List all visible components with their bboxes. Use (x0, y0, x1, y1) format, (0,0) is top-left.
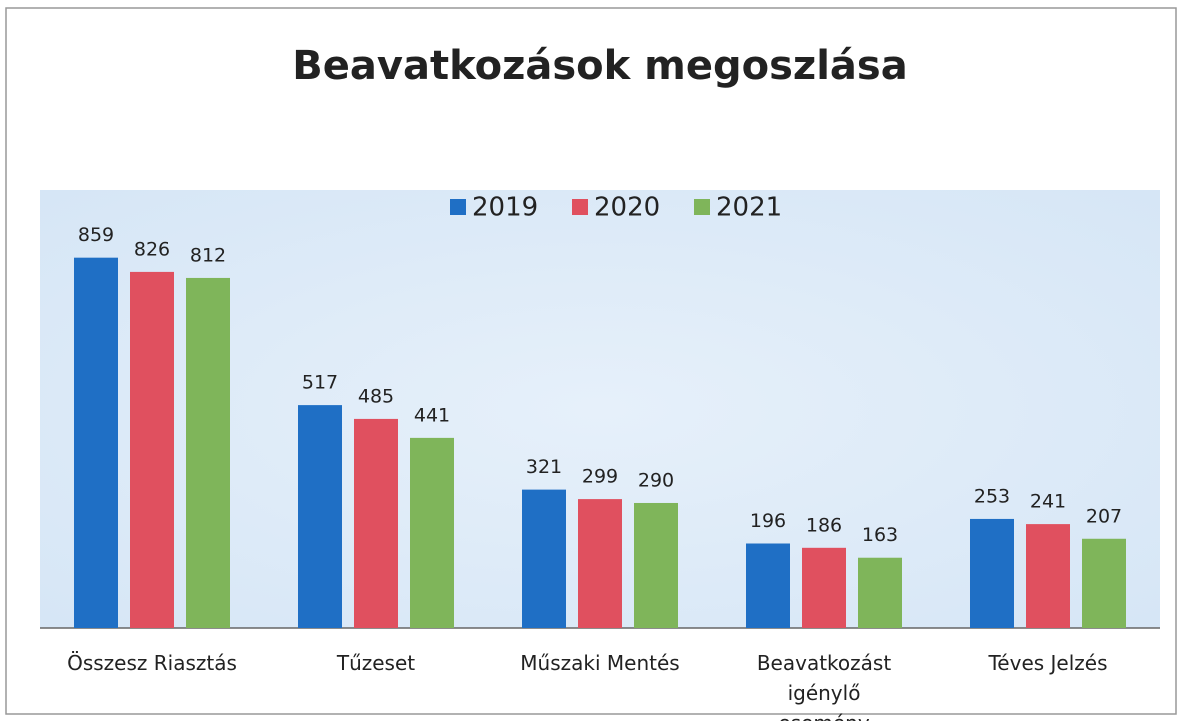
value-label: 241 (1030, 491, 1066, 513)
value-label: 207 (1086, 505, 1122, 527)
x-tick-label: Téves Jelzés (988, 651, 1108, 675)
value-label: 253 (974, 485, 1010, 507)
bar (522, 489, 566, 628)
legend-label: 2019 (472, 193, 538, 223)
x-tick-label: Tűzeset (336, 651, 416, 675)
legend-label: 2020 (594, 193, 660, 223)
legend-swatch (694, 199, 710, 215)
value-label: 441 (414, 404, 450, 426)
legend-swatch (450, 199, 466, 215)
value-label: 517 (302, 372, 338, 394)
bar (858, 557, 902, 628)
bar (354, 418, 398, 628)
x-tick-label: Összesz Riasztás (67, 651, 237, 675)
bar (130, 271, 174, 628)
x-tick-label: Műszaki Mentés (520, 651, 680, 675)
value-label: 485 (358, 385, 394, 407)
bar (1026, 524, 1070, 628)
bar (1082, 538, 1126, 628)
value-label: 859 (78, 224, 114, 246)
legend-swatch (572, 199, 588, 215)
value-label: 163 (862, 524, 898, 546)
bar (970, 518, 1014, 628)
chart-title: Beavatkozások megoszlása (292, 43, 907, 89)
bar (802, 547, 846, 628)
value-label: 196 (750, 510, 786, 532)
bar (746, 543, 790, 628)
value-label: 826 (134, 238, 170, 260)
bar (186, 277, 230, 628)
bar (578, 499, 622, 628)
bar (410, 437, 454, 628)
value-label: 299 (582, 466, 618, 488)
value-label: 186 (806, 514, 842, 536)
value-label: 321 (526, 456, 562, 478)
value-label: 290 (638, 469, 674, 491)
bar (298, 405, 342, 628)
bar (74, 257, 118, 628)
legend-label: 2021 (716, 193, 782, 223)
bar (634, 502, 678, 628)
x-tick-label: Beavatkozást igénylő esemény (756, 651, 892, 721)
value-label: 812 (190, 244, 226, 266)
